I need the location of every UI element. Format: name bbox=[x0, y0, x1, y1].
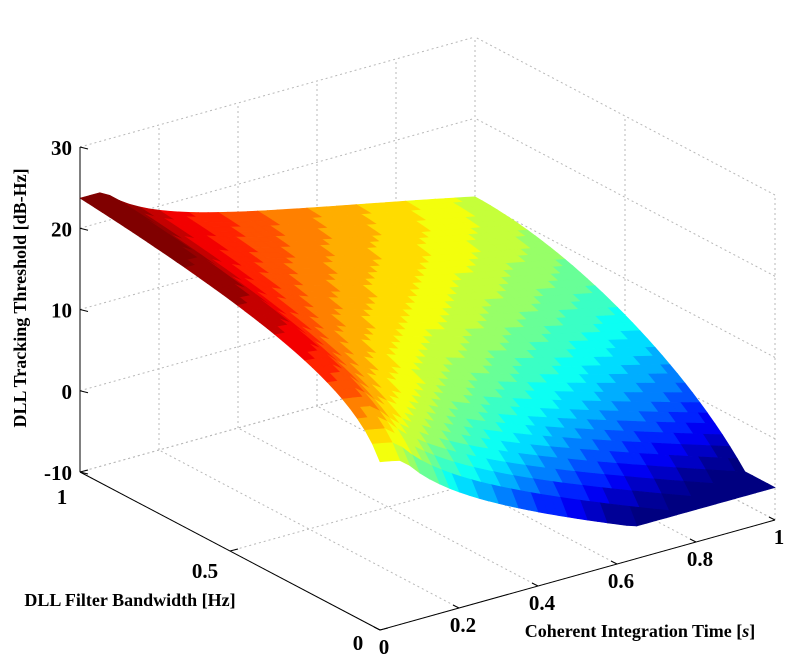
grid-line bbox=[474, 36, 776, 196]
y-tick-label: 1 bbox=[57, 485, 68, 509]
z-tick-label: 20 bbox=[51, 217, 72, 241]
x-axis-line bbox=[379, 519, 776, 631]
z-tick-label: 30 bbox=[51, 136, 72, 160]
z-tick-label: 10 bbox=[51, 299, 72, 323]
z-tick-mark bbox=[79, 309, 89, 312]
z-tick-mark bbox=[79, 146, 89, 150]
x-tick-mark bbox=[373, 626, 381, 631]
x-tick-mark bbox=[452, 604, 460, 609]
y-tick-label: 0.5 bbox=[192, 559, 218, 583]
grid-line bbox=[79, 36, 476, 148]
x-tick-label: 0.6 bbox=[608, 569, 634, 593]
x-tick-label: 0.4 bbox=[529, 591, 556, 615]
z-tick-label: -10 bbox=[44, 461, 72, 485]
grid-line bbox=[474, 117, 776, 277]
x-tick-label: 0 bbox=[379, 635, 390, 659]
x-tick-label: 1 bbox=[774, 525, 785, 549]
x-tick-mark bbox=[610, 560, 618, 565]
z-axis-label: DLL Tracking Threshold [dB-Hz] bbox=[10, 168, 30, 427]
x-tick-mark bbox=[689, 538, 697, 543]
grid-line bbox=[474, 280, 776, 440]
y-axis-label: DLL Filter Bandwidth [Hz] bbox=[24, 590, 235, 610]
z-tick-mark bbox=[79, 227, 89, 231]
grid-line bbox=[158, 449, 460, 609]
z-tick-mark bbox=[79, 471, 89, 475]
grid-line bbox=[474, 199, 776, 358]
z-tick-mark bbox=[79, 390, 89, 394]
grid-line bbox=[237, 427, 539, 587]
x-tick-label: 0.8 bbox=[687, 547, 713, 571]
y-tick-mark bbox=[229, 548, 239, 552]
y-tick-label: 0 bbox=[353, 631, 364, 655]
x-axis-label: Coherent Integration Time [s] bbox=[525, 621, 756, 641]
x-tick-label: 0.2 bbox=[450, 613, 476, 637]
x-tick-mark bbox=[768, 516, 776, 521]
x-tick-mark bbox=[531, 582, 539, 587]
axes bbox=[79, 146, 776, 631]
surface-plot bbox=[79, 192, 776, 527]
z-tick-label: 0 bbox=[62, 380, 73, 404]
grid-line bbox=[79, 117, 476, 229]
y-tick-mark bbox=[379, 627, 389, 631]
y-tick-mark bbox=[79, 469, 89, 473]
grid-line bbox=[316, 405, 618, 565]
surface-patch bbox=[372, 442, 391, 463]
